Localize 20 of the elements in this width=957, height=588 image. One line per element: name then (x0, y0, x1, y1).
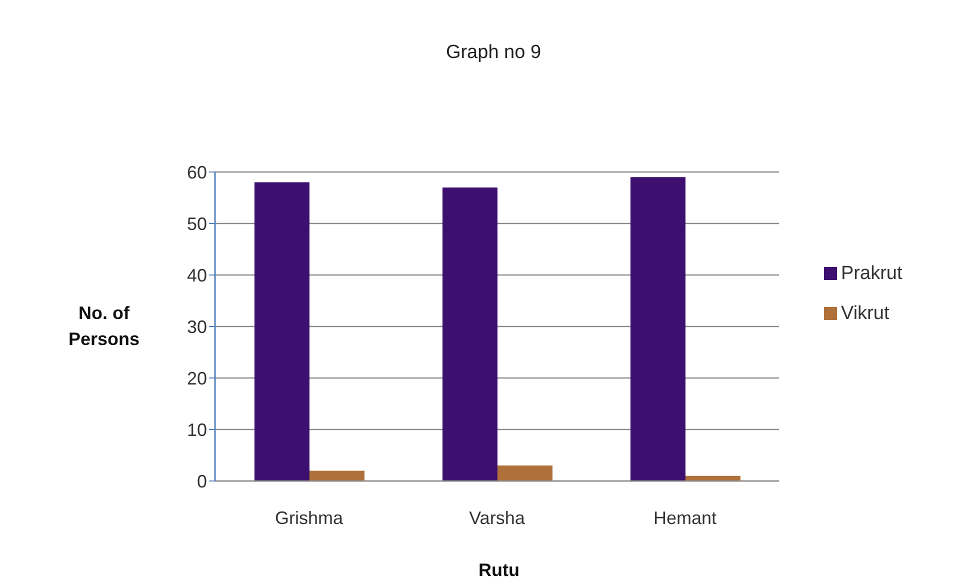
y-axis-title: No. of Persons (67, 302, 141, 351)
x-tick-label: Varsha (469, 508, 526, 528)
y-tick-label: 30 (186, 316, 207, 337)
chart-title: Graph no 9 (444, 42, 542, 64)
y-tick-label: 10 (186, 420, 207, 440)
x-tick-label: Hemant (653, 508, 717, 528)
y-tick-label: 40 (186, 265, 207, 286)
bar (630, 177, 686, 481)
y-tick-label: 50 (186, 214, 207, 234)
bar (442, 187, 498, 481)
bar (497, 466, 552, 481)
y-tick-label: 20 (186, 368, 207, 388)
y-tick-label: 0 (196, 471, 207, 492)
x-axis-title: Rutu (478, 560, 520, 581)
bar (254, 182, 310, 481)
y-tick-label: 60 (186, 162, 207, 182)
x-tick-label: Grishma (274, 508, 344, 528)
legend-label: Vikrut (841, 303, 890, 324)
legend-label: Prakrut (841, 263, 902, 284)
bar (309, 470, 364, 481)
